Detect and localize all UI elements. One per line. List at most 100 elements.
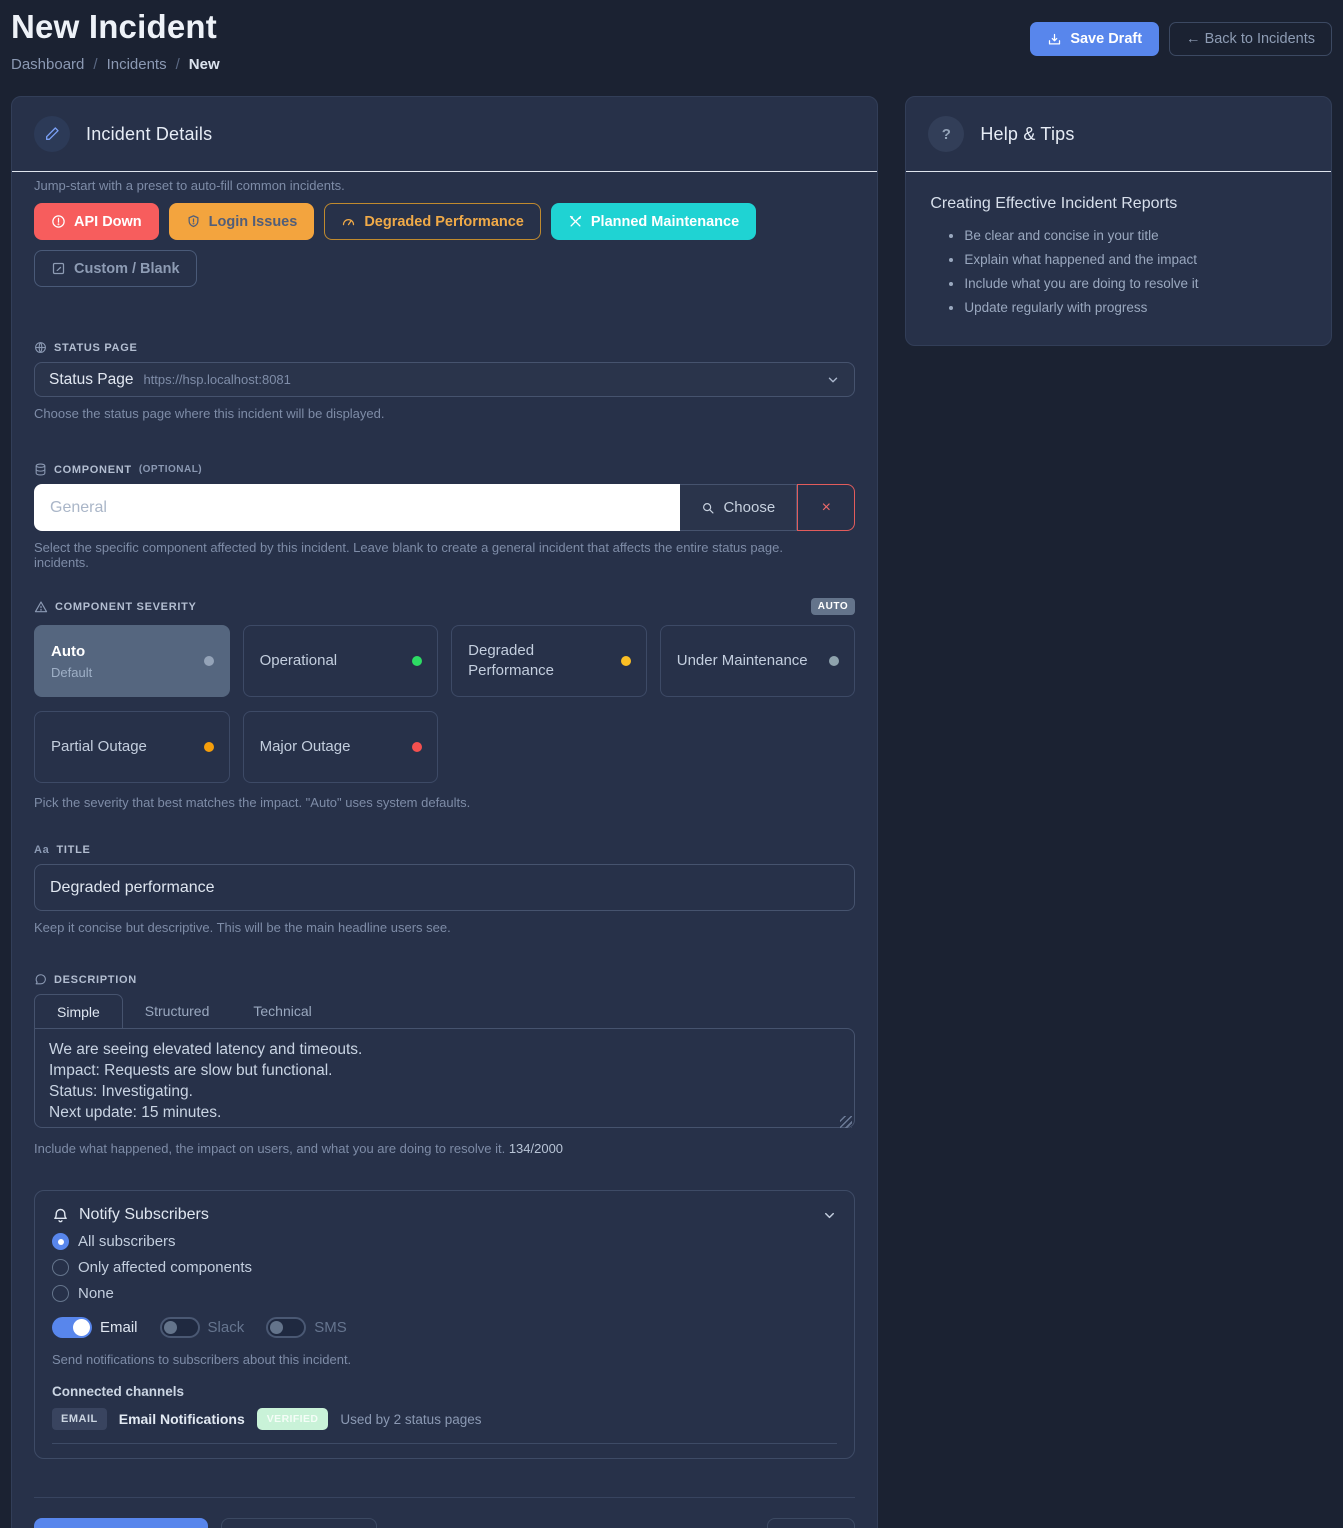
severity-hint: Pick the severity that best matches the …: [34, 795, 471, 810]
status-dot: [412, 656, 423, 666]
save-as-draft-button[interactable]: Save as Draft: [221, 1518, 378, 1528]
gauge-icon: [341, 214, 356, 229]
help-tips-header: ? Help & Tips: [906, 97, 1331, 172]
help-card-title: Help & Tips: [980, 123, 1075, 144]
help-tips-card: ? Help & Tips Creating Effective Inciden…: [905, 96, 1332, 346]
title-label: Aa TITLE: [34, 844, 91, 856]
slack-toggle[interactable]: Slack: [159, 1317, 244, 1338]
database-icon: [34, 463, 47, 476]
component-clear-button[interactable]: ×: [797, 484, 856, 531]
tools-icon: [568, 214, 583, 229]
status-page-hint: Choose the status page where this incide…: [34, 406, 385, 421]
question-mark-icon: ?: [928, 116, 965, 152]
card-title: Incident Details: [86, 123, 213, 144]
channel-name: Email Notifications: [118, 1411, 245, 1427]
incident-details-card: Incident Details Jump-start with a prese…: [11, 96, 879, 1528]
title-input[interactable]: [34, 864, 856, 911]
chevron-down-icon[interactable]: [822, 1208, 837, 1223]
severity-option-partial-outage[interactable]: Partial Outage: [34, 711, 230, 783]
status-page-select[interactable]: Status Page https://hsp.localhost:8081: [34, 362, 856, 397]
connected-channels-title: Connected channels: [52, 1384, 185, 1399]
radio-all-subscribers[interactable]: All subscribers: [52, 1233, 837, 1250]
toggle-on-icon: [52, 1317, 92, 1338]
bell-icon: [52, 1207, 69, 1224]
radio-icon: [52, 1233, 69, 1250]
preset-api-down-button[interactable]: API Down: [34, 203, 159, 240]
save-draft-button[interactable]: Save Draft: [1030, 22, 1160, 56]
help-tip: Be clear and concise in your title: [964, 226, 1307, 245]
description-label: DESCRIPTION: [34, 973, 855, 986]
globe-icon: [34, 341, 47, 354]
component-hint: Select the specific component affected b…: [34, 540, 783, 570]
severity-option-degraded-performance[interactable]: Degraded Performance: [451, 625, 647, 697]
alert-circle-icon: [51, 214, 66, 229]
help-tip: Update regularly with progress: [964, 298, 1307, 317]
tab-simple[interactable]: Simple: [34, 994, 123, 1028]
component-input[interactable]: [34, 484, 681, 531]
close-icon: ×: [821, 498, 831, 516]
description-textarea[interactable]: We are seeing elevated latency and timeo…: [34, 1028, 856, 1128]
create-incident-button[interactable]: Create Incident: [34, 1518, 209, 1528]
radio-none[interactable]: None: [52, 1285, 837, 1302]
help-heading: Creating Effective Incident Reports: [930, 195, 1178, 212]
type-icon: Aa: [34, 844, 50, 856]
radio-icon: [52, 1285, 69, 1302]
presets-hint: Jump-start with a preset to auto-fill co…: [34, 178, 345, 193]
radio-icon: [52, 1259, 69, 1276]
verified-badge: VERIFIED: [256, 1408, 329, 1430]
status-dot: [412, 742, 423, 752]
component-severity-label: COMPONENT SEVERITY: [34, 600, 197, 614]
actions-divider: [34, 1497, 856, 1498]
status-dot: [203, 742, 214, 752]
edit-icon: [51, 261, 66, 276]
breadcrumb-separator: /: [175, 56, 180, 73]
channel-row: EMAIL Email Notifications VERIFIED Used …: [52, 1408, 838, 1444]
breadcrumb-incidents[interactable]: Incidents: [106, 56, 167, 73]
severity-option-under-maintenance[interactable]: Under Maintenance: [659, 625, 856, 697]
component-label: COMPONENT (OPTIONAL): [34, 463, 855, 476]
cancel-button[interactable]: Cancel: [766, 1518, 856, 1528]
tab-structured[interactable]: Structured: [123, 994, 232, 1028]
severity-option-auto[interactable]: Auto Default: [34, 625, 230, 697]
preset-degraded-performance-button[interactable]: Degraded Performance: [324, 203, 541, 240]
breadcrumb-separator: /: [93, 56, 98, 73]
preset-planned-maintenance-button[interactable]: Planned Maintenance: [550, 203, 757, 240]
channel-type-badge: EMAIL: [52, 1408, 107, 1430]
shield-icon: [186, 214, 201, 229]
breadcrumb: Dashboard / Incidents / New: [11, 56, 220, 73]
status-dot: [620, 656, 631, 666]
breadcrumb-dashboard[interactable]: Dashboard: [11, 56, 85, 73]
back-to-incidents-button[interactable]: ← Back to Incidents: [1169, 22, 1332, 56]
download-tray-icon: [1047, 32, 1062, 47]
severity-options: Auto Default Operational Degraded Perfor…: [34, 625, 856, 783]
warning-triangle-icon: [34, 600, 48, 614]
severity-option-major-outage[interactable]: Major Outage: [242, 711, 439, 783]
incident-details-header: Incident Details: [12, 97, 878, 172]
radio-only-affected-components[interactable]: Only affected components: [52, 1259, 837, 1276]
help-tip: Include what you are doing to resolve it: [964, 274, 1307, 293]
sms-toggle[interactable]: SMS: [266, 1317, 347, 1338]
chevron-down-icon: [826, 373, 840, 387]
status-dot: [203, 656, 214, 666]
email-toggle[interactable]: Email: [52, 1317, 138, 1338]
preset-login-issues-button[interactable]: Login Issues: [168, 203, 315, 240]
component-choose-button[interactable]: Choose: [680, 484, 798, 531]
description-hint: Include what happened, the impact on use…: [34, 1141, 564, 1156]
char-counter: 134/2000: [508, 1141, 564, 1156]
channel-usage: Used by 2 status pages: [340, 1411, 482, 1427]
toggle-off-icon: [266, 1317, 307, 1338]
status-page-label: STATUS PAGE: [34, 341, 855, 354]
title-hint: Keep it concise but descriptive. This wi…: [34, 920, 451, 935]
toggle-off-icon: [159, 1317, 200, 1338]
help-tips-list: Be clear and concise in your title Expla…: [964, 226, 1307, 317]
tab-technical[interactable]: Technical: [231, 994, 333, 1028]
notify-hint: Send notifications to subscribers about …: [52, 1352, 352, 1367]
page-header: New Incident Dashboard / Incidents / New…: [11, 8, 1332, 73]
help-tip: Explain what happened and the impact: [964, 250, 1307, 269]
severity-option-operational[interactable]: Operational: [242, 625, 439, 697]
speech-bubble-icon: [34, 973, 47, 986]
pencil-icon: [34, 116, 70, 152]
notify-title: Notify Subscribers: [79, 1206, 209, 1223]
notify-subscribers-section: Notify Subscribers All subscribers Only …: [34, 1190, 856, 1459]
preset-custom-blank-button[interactable]: Custom / Blank: [34, 250, 197, 287]
